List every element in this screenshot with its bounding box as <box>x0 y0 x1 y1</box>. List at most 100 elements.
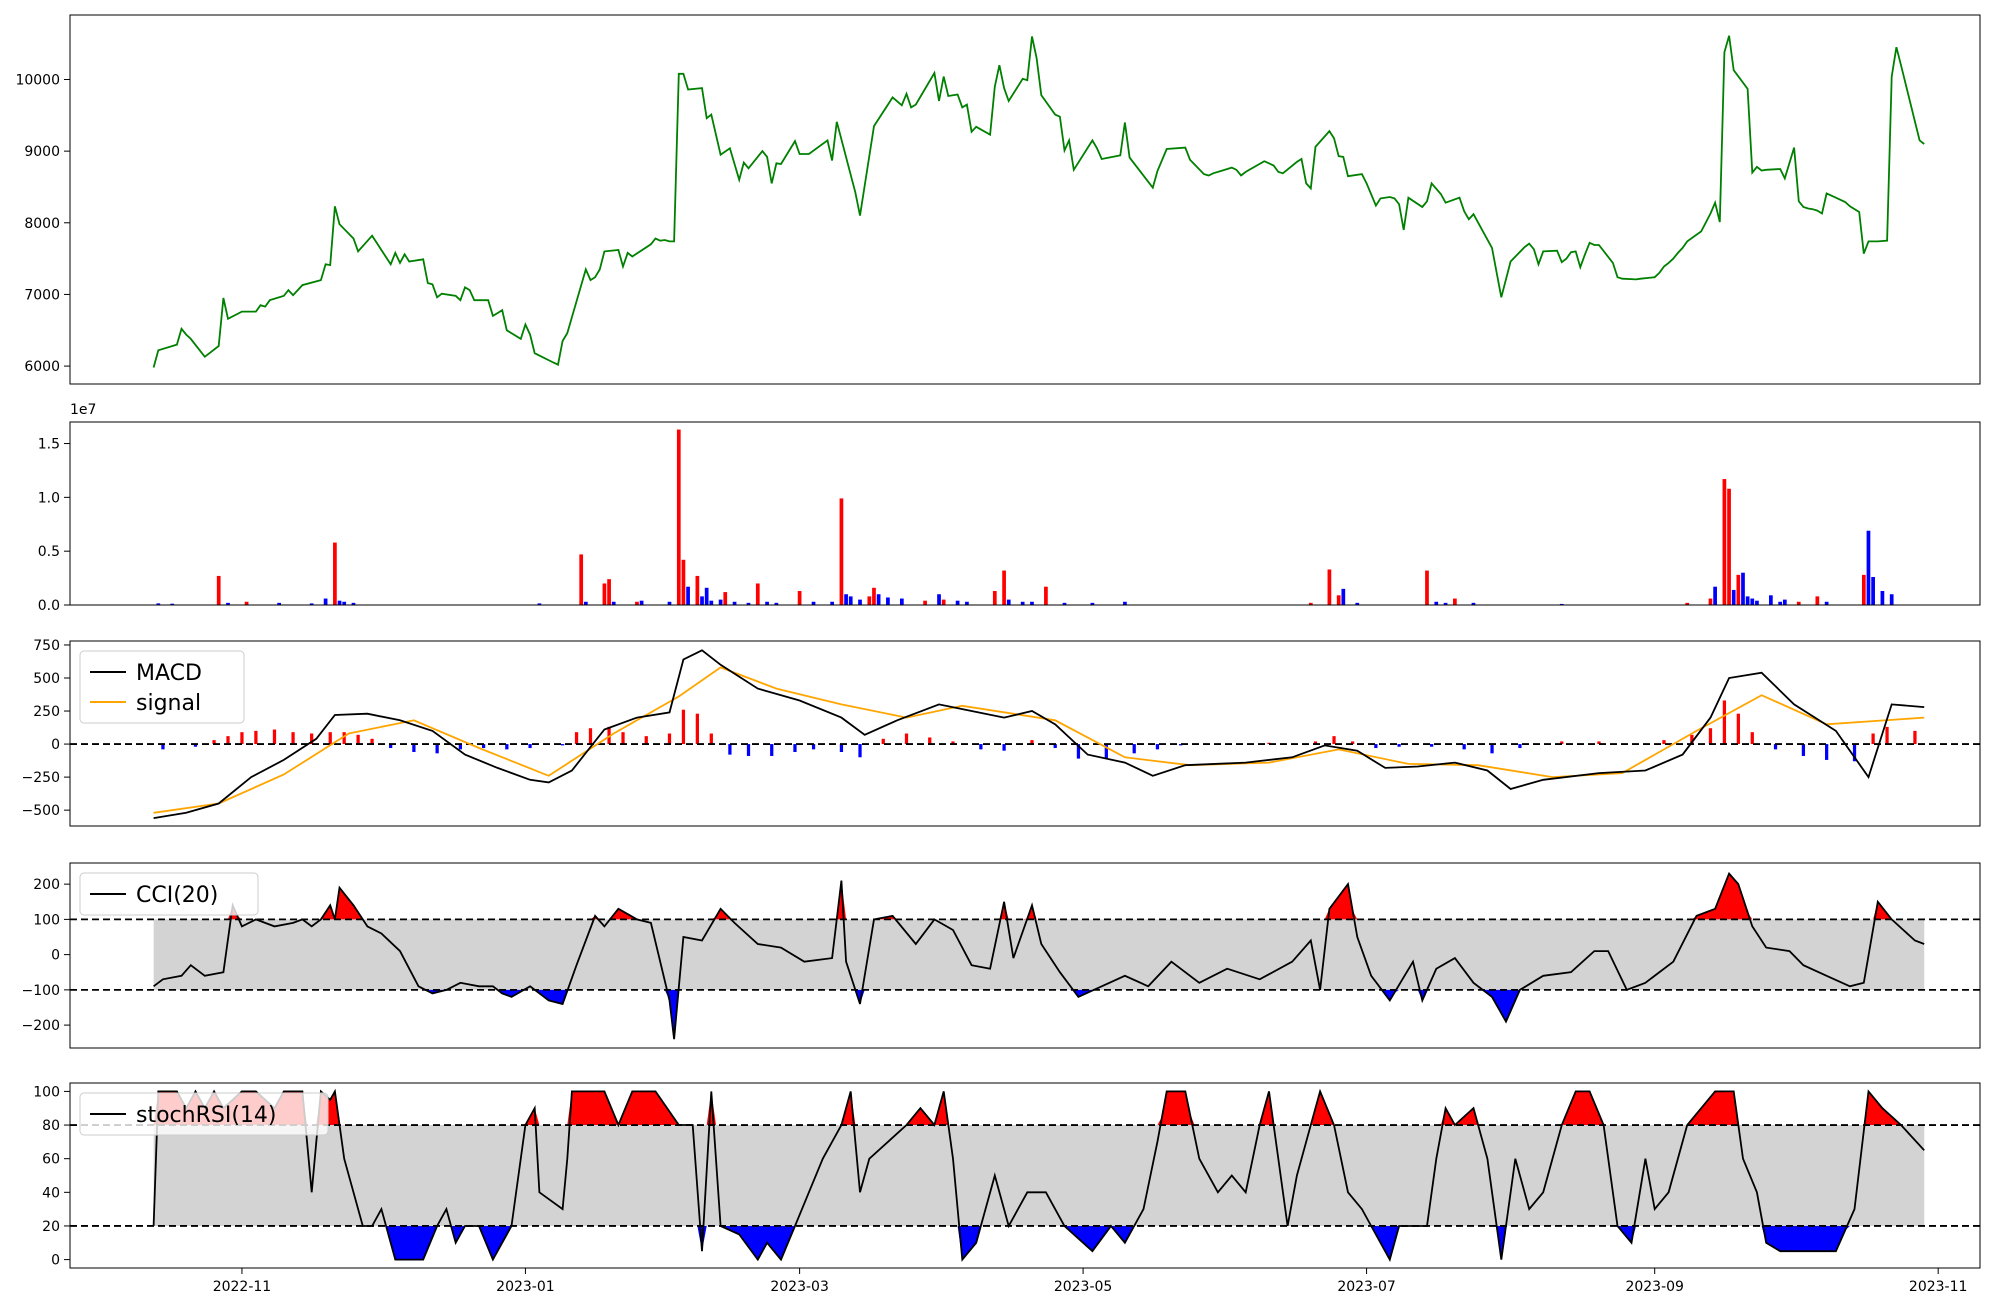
y-tick-label: 7000 <box>24 287 60 303</box>
volume-bar <box>941 599 946 605</box>
macd-histogram-bar <box>695 713 699 745</box>
macd-histogram-bar <box>746 744 751 756</box>
volume-bar <box>1453 598 1457 605</box>
macd-histogram-bar <box>1313 741 1318 745</box>
volume-bar <box>1889 594 1894 605</box>
y-tick-label: −500 <box>22 803 60 819</box>
volume-bar <box>667 601 672 605</box>
y-tick-label: −200 <box>22 1018 60 1034</box>
y-tick-label: 80 <box>42 1118 60 1134</box>
legend-box <box>79 1092 329 1136</box>
volume-bar <box>676 429 681 605</box>
volume-bar <box>1341 588 1346 605</box>
volume-bar <box>277 602 281 605</box>
volume-bar <box>1815 596 1820 605</box>
macd-histogram-bar <box>310 733 314 745</box>
volume-bar <box>216 575 221 605</box>
volume-bar <box>695 575 700 605</box>
volume-bar <box>830 601 834 605</box>
volume-bar <box>899 598 904 605</box>
macd-histogram-bar <box>881 738 885 745</box>
macd-histogram-bar <box>342 732 346 745</box>
volume-bar <box>1796 601 1801 605</box>
macd-histogram-bar <box>328 732 332 745</box>
oversold-fill <box>153 989 1925 1040</box>
oversold-fill <box>153 1226 1925 1260</box>
volume-bar <box>1713 586 1717 605</box>
volume-bar <box>1020 601 1025 605</box>
y-tick-label: 1.0 <box>38 490 60 506</box>
volume-bar <box>867 596 872 605</box>
volume-bar <box>1731 589 1736 605</box>
volume-bar <box>1736 574 1741 605</box>
x-tick-label: 2023-01 <box>496 1279 555 1295</box>
volume-bar <box>1708 598 1713 605</box>
y-tick-label: 100 <box>33 1084 60 1100</box>
volume-bar <box>351 602 356 605</box>
macd-histogram-bar <box>1597 741 1601 745</box>
volume-bar <box>1741 572 1745 605</box>
macd-histogram-bar <box>1773 744 1778 750</box>
volume-bar <box>537 603 542 605</box>
y-tick-label: 20 <box>42 1219 60 1235</box>
legend-label: signal <box>136 691 201 716</box>
y-tick-label: 10000 <box>15 72 60 88</box>
macd-histogram-bar <box>435 744 439 754</box>
volume-bar <box>602 583 607 605</box>
volume-bar <box>1327 569 1332 605</box>
y-tick-label: 1.5 <box>38 437 60 453</box>
y-tick-label: 6000 <box>24 359 60 375</box>
y-tick-label: −250 <box>22 770 60 786</box>
macd-histogram-bar <box>811 744 816 750</box>
volume-bar <box>1434 601 1439 605</box>
macd-histogram-bar <box>1374 744 1378 749</box>
y-tick-label: 0 <box>51 1253 60 1269</box>
y-tick-label: 200 <box>33 877 60 893</box>
x-tick-label: 2023-09 <box>1625 1279 1684 1295</box>
volume-bar <box>1030 601 1034 605</box>
neutral-band <box>153 919 1925 990</box>
x-tick-label: 2023-11 <box>1909 1279 1968 1295</box>
volume-bar <box>876 594 881 605</box>
macd-histogram-bar <box>979 744 983 750</box>
volume-bar <box>923 600 927 605</box>
macd-histogram-bar <box>1104 744 1108 759</box>
axes-frame <box>69 14 1981 385</box>
volume-bar <box>635 601 639 605</box>
macd-histogram-bar <box>481 744 486 749</box>
macd-histogram-bar <box>1053 744 1057 749</box>
macd-histogram-bar <box>226 736 230 745</box>
y-tick-label: 0 <box>51 737 60 753</box>
volume-bar <box>686 586 690 605</box>
macd-histogram-bar <box>291 732 295 745</box>
y-tick-label: 0.0 <box>38 598 60 614</box>
x-tick-label: 2023-05 <box>1054 1279 1113 1295</box>
macd-histogram-bar <box>588 728 593 745</box>
volume-bar <box>755 583 760 605</box>
volume-bar <box>1727 488 1731 605</box>
volume-bar <box>955 600 960 605</box>
volume-bar <box>858 599 862 605</box>
volume-bar <box>342 601 347 605</box>
macd-histogram-bar <box>793 744 797 752</box>
volume-bar <box>1002 570 1006 605</box>
overbought-fill <box>153 1091 1925 1125</box>
macd-axes: −500 −250 0 250 500 750 MACD signal <box>22 638 1981 827</box>
volume-bar <box>333 542 337 605</box>
macd-histogram-bar <box>560 744 565 746</box>
macd-histogram-bar <box>1002 744 1006 751</box>
legend-label: CCI(20) <box>136 883 218 908</box>
volume-bar <box>1443 602 1448 605</box>
macd-histogram-bar <box>1076 744 1081 759</box>
macd-histogram-bar <box>505 744 509 750</box>
cci-panel <box>70 871 1980 1040</box>
x-tick-label: 2023-07 <box>1337 1279 1396 1295</box>
volume-bar <box>244 601 249 605</box>
volume-bar <box>681 559 686 605</box>
macd-line <box>153 649 1925 819</box>
volume-bar <box>1559 603 1564 605</box>
macd-histogram-bar <box>1560 741 1564 745</box>
overbought-fill <box>153 873 1925 920</box>
y-tick-label: 9000 <box>24 144 60 160</box>
